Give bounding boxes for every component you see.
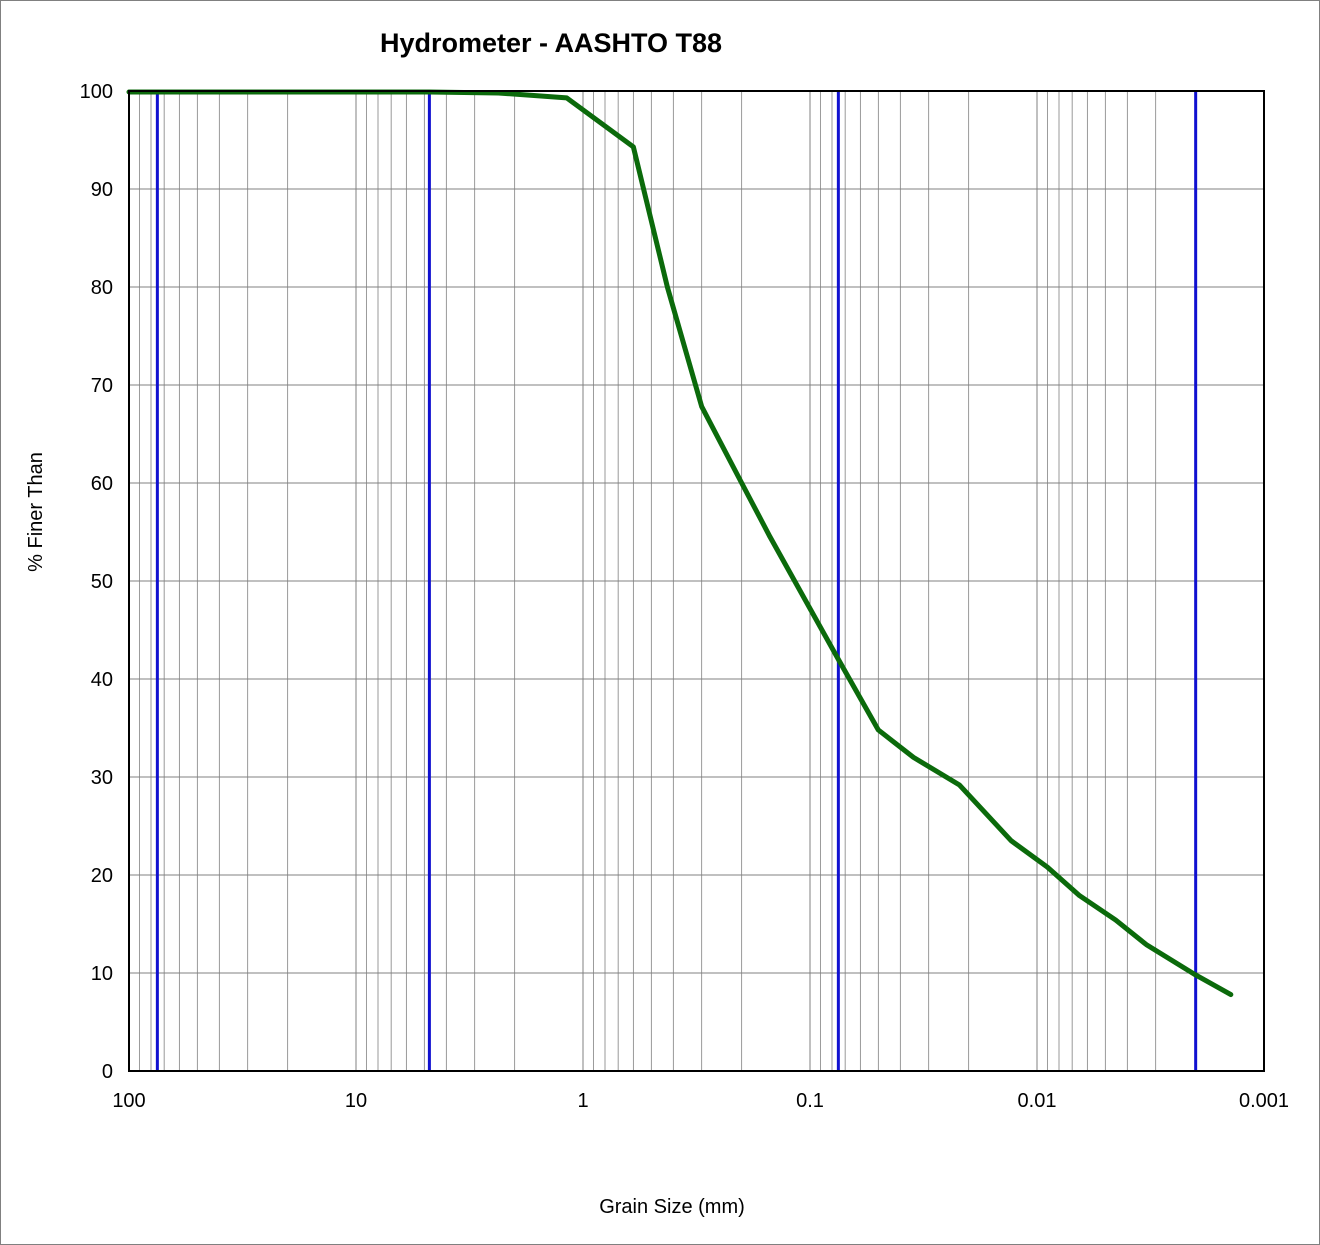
x-tick-labels: 100 10 1 0.1 0.01 0.001	[112, 1090, 1289, 1112]
y-tick-label: 70	[91, 375, 113, 397]
y-tick-label: 60	[91, 473, 113, 495]
x-tick-label: 0.001	[1239, 1090, 1289, 1112]
y-tick-label: 40	[91, 669, 113, 691]
x-tick-label: 0.01	[1018, 1090, 1057, 1112]
y-tick-label: 90	[91, 179, 113, 201]
y-tick-label: 30	[91, 767, 113, 789]
y-tick-label: 80	[91, 277, 113, 299]
chart-title: Hydrometer - AASHTO T88	[380, 28, 722, 58]
x-axis-label: Grain Size (mm)	[599, 1196, 745, 1218]
y-tick-label: 10	[91, 963, 113, 985]
x-tick-label: 0.1	[796, 1090, 824, 1112]
boundary-lines	[155, 91, 1198, 1071]
x-tick-label: 100	[112, 1090, 145, 1112]
y-tick-label: 0	[102, 1061, 113, 1083]
x-tick-label: 1	[577, 1090, 588, 1112]
x-tick-label: 10	[345, 1090, 367, 1112]
y-tick-label: 50	[91, 571, 113, 593]
y-tick-label: 20	[91, 865, 113, 887]
y-axis-label: % Finer Than	[25, 452, 47, 572]
y-tick-labels: 0 10 20 30 40 50 60 70 80 90 100	[80, 81, 113, 1083]
plot-frame	[128, 90, 1265, 1072]
y-tick-label: 100	[80, 81, 113, 103]
